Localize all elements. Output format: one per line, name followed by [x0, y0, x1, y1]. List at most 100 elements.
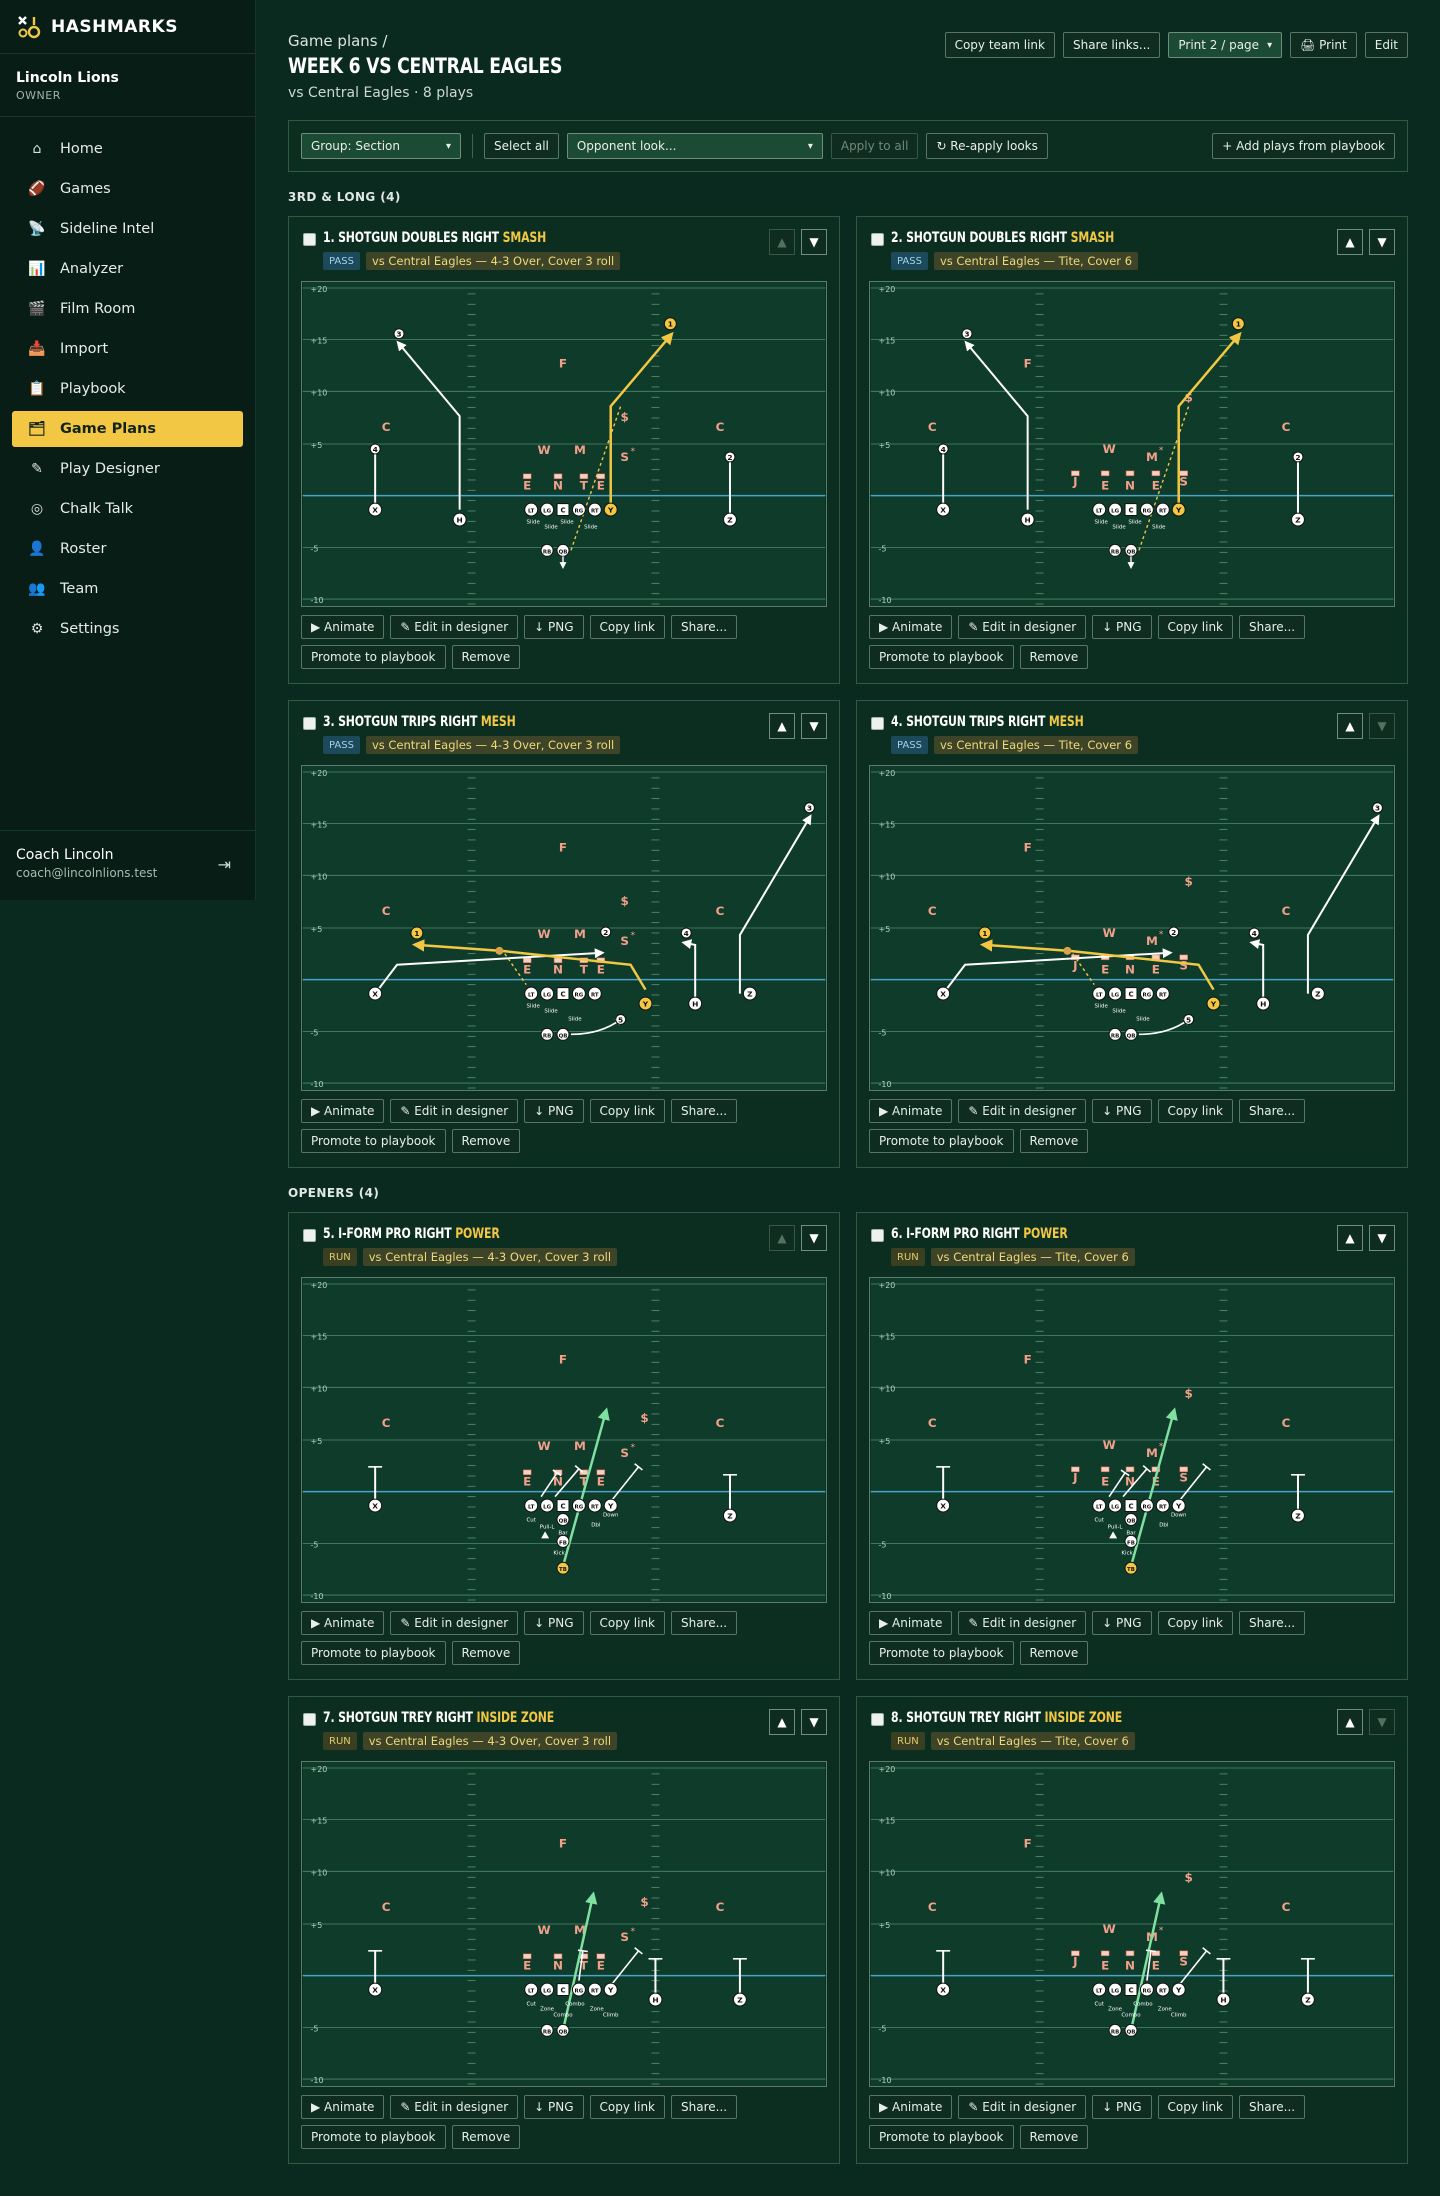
sign-out-icon[interactable]: ⇥	[217, 855, 231, 874]
defender-E[interactable]: E	[1101, 963, 1109, 977]
defender-E[interactable]: E	[523, 1959, 531, 1973]
defender-E[interactable]: E	[1101, 479, 1109, 493]
player-H[interactable]: H	[1256, 996, 1271, 1011]
player-4[interactable]: 4	[680, 927, 692, 939]
player-H[interactable]: H	[1216, 1992, 1231, 2007]
player-RB[interactable]: RB	[1108, 2023, 1122, 2037]
player-TB[interactable]: TB	[1124, 1561, 1138, 1575]
player-X[interactable]: X	[368, 986, 383, 1001]
opponent-look-badge[interactable]: vs Central Eagles — Tite, Cover 6	[933, 736, 1139, 754]
edit-in-designer-button[interactable]: ✎ Edit in designer	[958, 1099, 1087, 1123]
player-QB[interactable]: QB	[1124, 1513, 1138, 1526]
defender-S[interactable]: S	[620, 1930, 629, 1944]
defender-M[interactable]: M	[1146, 1446, 1158, 1460]
sidebar-item-chalk-talk[interactable]: ◎ Chalk Talk	[12, 491, 243, 527]
player-X[interactable]: X	[936, 1982, 951, 1997]
defender-M[interactable]: M	[574, 1923, 586, 1937]
player-LT[interactable]: LT	[524, 1982, 539, 1997]
defender-C[interactable]: C	[1282, 904, 1291, 918]
defender-E[interactable]: E	[597, 479, 605, 493]
play-diagram[interactable]: +20 +15 +10 +5 -5 -10 C C F W M S * E N T E $4 3 2 1 X H Z Y LT LG…	[301, 281, 827, 607]
defender-F[interactable]: F	[1024, 356, 1032, 370]
defender-N[interactable]: N	[1125, 1959, 1135, 1973]
player-X[interactable]: X	[368, 1982, 383, 1997]
player-2[interactable]: 2	[600, 926, 612, 938]
defender-E[interactable]: E	[1152, 479, 1160, 493]
copy-team-link-button[interactable]: Copy team link	[944, 32, 1055, 58]
player-LG[interactable]: LG	[540, 1498, 555, 1513]
player-C[interactable]: C	[1124, 1983, 1138, 1997]
defender-E[interactable]: E	[597, 963, 605, 977]
defender-E[interactable]: E	[1152, 1475, 1160, 1489]
share-button[interactable]: Share...	[671, 2095, 738, 2119]
share-button[interactable]: Share...	[671, 615, 738, 639]
player-Z[interactable]: Z	[1300, 1992, 1315, 2007]
copy-link-button[interactable]: Copy link	[589, 2095, 666, 2119]
reapply-looks-button[interactable]: ↻ Re-apply looks	[926, 133, 1048, 159]
defender-F[interactable]: F	[559, 840, 567, 854]
defender-$[interactable]: $	[1185, 874, 1193, 888]
move-up-icon[interactable]: ▲	[1337, 1225, 1363, 1251]
copy-link-button[interactable]: Copy link	[1157, 1099, 1234, 1123]
defender-F[interactable]: F	[1024, 840, 1032, 854]
player-RT[interactable]: RT	[1155, 502, 1170, 517]
copy-link-button[interactable]: Copy link	[589, 1099, 666, 1123]
opponent-look-badge[interactable]: vs Central Eagles — 4-3 Over, Cover 3 ro…	[365, 736, 621, 754]
move-down-icon[interactable]: ▼	[1369, 1709, 1395, 1735]
group-select[interactable]: Group: Section ▾	[301, 133, 461, 159]
player-QB[interactable]: QB	[556, 1513, 570, 1526]
player-X[interactable]: X	[936, 502, 951, 517]
player-LT[interactable]: LT	[524, 986, 539, 1001]
player-LT[interactable]: LT	[1092, 1498, 1107, 1513]
play-select-checkbox[interactable]	[871, 1229, 884, 1242]
opponent-look-badge[interactable]: vs Central Eagles — 4-3 Over, Cover 3 ro…	[362, 1248, 618, 1266]
player-Y[interactable]: Y	[1171, 1982, 1186, 1997]
apply-to-all-button[interactable]: Apply to all	[830, 133, 919, 159]
player-FB[interactable]: FB	[556, 1534, 570, 1548]
move-up-icon[interactable]: ▲	[769, 1709, 795, 1735]
defender-T[interactable]: T	[580, 963, 589, 977]
player-3[interactable]: 3	[804, 802, 815, 814]
player-LG[interactable]: LG	[1108, 502, 1123, 517]
player-Z[interactable]: Z	[723, 512, 737, 527]
defender-W[interactable]: W	[538, 1439, 551, 1453]
promote-to-playbook-button[interactable]: Promote to playbook	[869, 1129, 1014, 1153]
defender-W[interactable]: W	[538, 1923, 551, 1937]
player-Y[interactable]: Y	[1206, 996, 1221, 1011]
player-LT[interactable]: LT	[524, 502, 539, 517]
defender-N[interactable]: N	[1125, 963, 1135, 977]
player-X[interactable]: X	[936, 986, 951, 1001]
defender-C[interactable]: C	[1282, 1416, 1291, 1430]
defender-C[interactable]: C	[928, 1900, 937, 1914]
share-button[interactable]: Share...	[1239, 1099, 1306, 1123]
move-up-icon[interactable]: ▲	[769, 229, 795, 255]
animate-button[interactable]: ▶ Animate	[869, 1099, 953, 1123]
edit-in-designer-button[interactable]: ✎ Edit in designer	[390, 1611, 519, 1635]
defender-T[interactable]: T	[580, 1959, 589, 1973]
defender-$[interactable]: $	[620, 410, 628, 424]
defender-S[interactable]: S	[1179, 1955, 1188, 1969]
player-C[interactable]: C	[556, 1983, 570, 1997]
move-down-icon[interactable]: ▼	[1369, 1225, 1395, 1251]
player-C[interactable]: C	[556, 1499, 570, 1513]
move-down-icon[interactable]: ▼	[1369, 229, 1395, 255]
print-layout-select[interactable]: Print 2 / page ▾	[1168, 32, 1283, 58]
defender-J[interactable]: J	[1072, 1471, 1077, 1485]
move-down-icon[interactable]: ▼	[1369, 713, 1395, 739]
select-all-button[interactable]: Select all	[484, 133, 559, 159]
promote-to-playbook-button[interactable]: Promote to playbook	[301, 645, 446, 669]
animate-button[interactable]: ▶ Animate	[301, 1611, 385, 1635]
player-RT[interactable]: RT	[587, 986, 602, 1001]
player-QB[interactable]: QB	[1124, 1027, 1138, 1041]
download-png-button[interactable]: ↓ PNG	[1092, 1099, 1152, 1123]
move-down-icon[interactable]: ▼	[801, 1709, 827, 1735]
player-1[interactable]: 1	[1231, 317, 1245, 331]
sidebar-item-play-designer[interactable]: ✎ Play Designer	[12, 451, 243, 487]
defender-M[interactable]: M	[1146, 450, 1158, 464]
share-button[interactable]: Share...	[1239, 1611, 1306, 1635]
defender-W[interactable]: W	[1103, 926, 1116, 940]
animate-button[interactable]: ▶ Animate	[301, 615, 385, 639]
player-H[interactable]: H	[452, 512, 467, 527]
player-RG[interactable]: RG	[1139, 1498, 1154, 1513]
remove-button[interactable]: Remove	[451, 2125, 521, 2149]
